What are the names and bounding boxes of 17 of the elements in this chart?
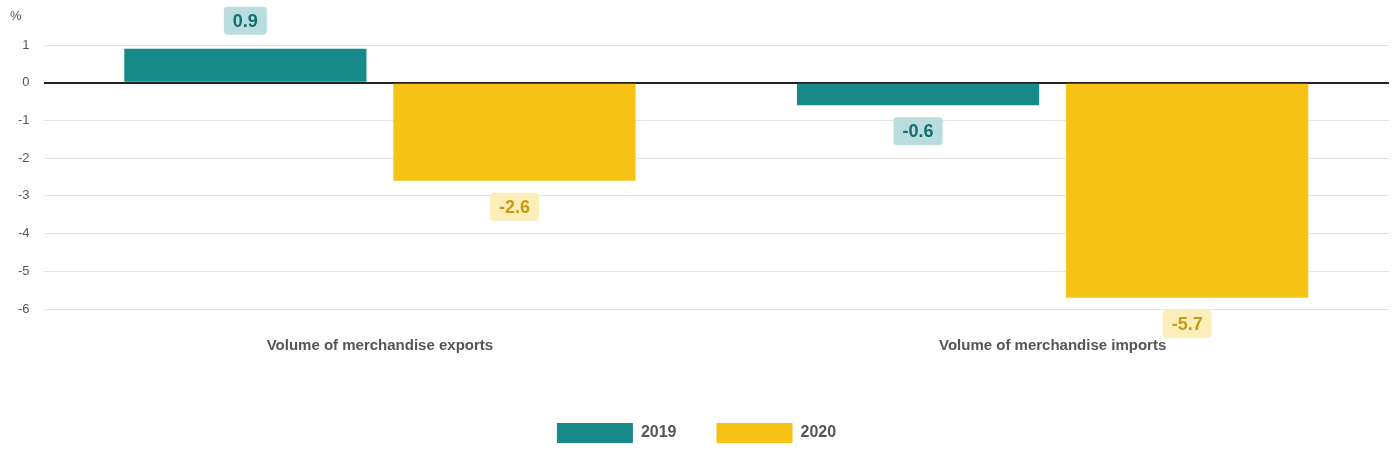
y-tick-label: -3 <box>18 187 30 203</box>
y-tick-label: -2 <box>18 149 30 165</box>
y-tick-label: -1 <box>18 112 30 128</box>
legend-label: 2019 <box>640 423 677 441</box>
data-label: 0.9 <box>232 10 258 31</box>
data-label: -0.6 <box>902 121 934 142</box>
data-label: -5.7 <box>1171 313 1203 334</box>
y-tick-label: -6 <box>18 300 30 316</box>
x-tick-label: Volume of merchandise exports <box>266 336 494 354</box>
y-tick-label: -5 <box>18 262 30 278</box>
y-tick-label: -4 <box>18 225 30 241</box>
legend-label: 2020 <box>800 423 837 441</box>
data-label: -2.6 <box>498 196 530 217</box>
y-tick-label: 1 <box>22 36 30 52</box>
x-tick-label: Volume of merchandise imports <box>939 336 1167 354</box>
y-tick-label: 0 <box>22 74 30 90</box>
y-axis-title: % <box>10 7 22 23</box>
